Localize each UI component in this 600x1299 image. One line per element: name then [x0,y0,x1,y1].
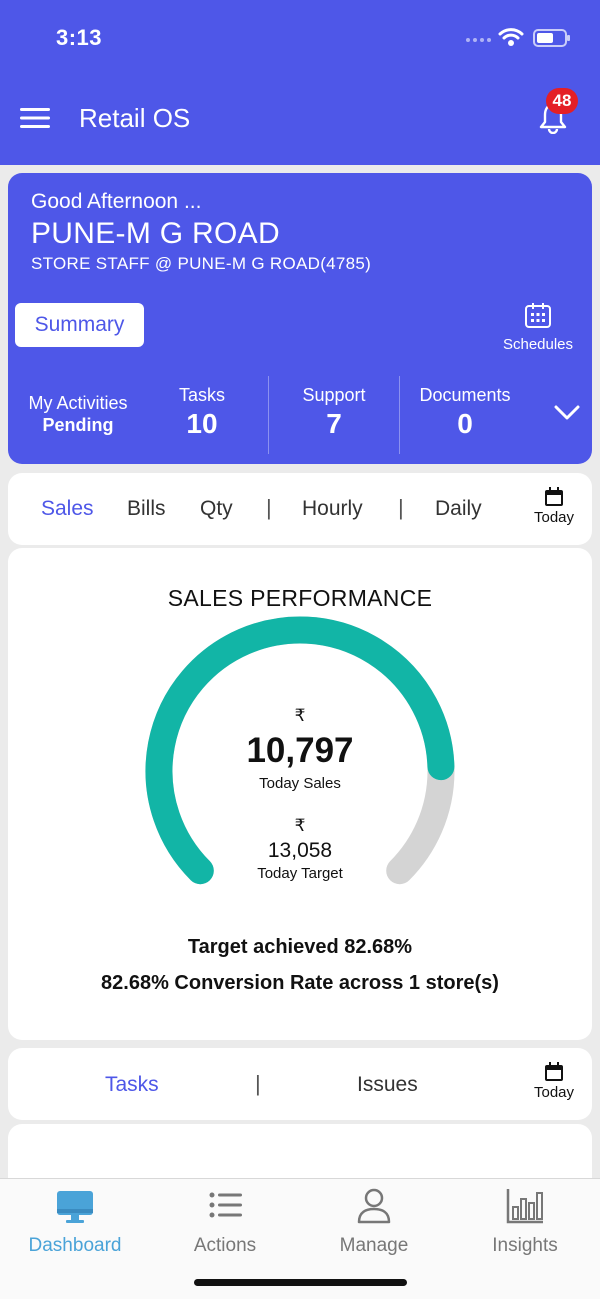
home-indicator [194,1279,407,1286]
tab-hourly[interactable]: Hourly [302,497,363,520]
conversion-rate-text: 82.68% Conversion Rate across 1 store(s) [101,972,499,994]
nav-actions[interactable]: Actions [165,1187,285,1257]
rupee-symbol: ₹ [294,816,306,835]
stat-value: 7 [326,408,342,439]
tab-separator: | [255,1071,261,1096]
activities-status: Pending [42,415,114,435]
bottom-nav: Dashboard Actions Manage Insights [0,1178,600,1299]
nav-label: Insights [492,1235,558,1256]
battery-icon [533,29,570,47]
store-card: Good Afternoon ... PUNE-M G ROAD STORE S… [8,173,592,464]
stat-tasks[interactable]: Tasks 10 [148,385,256,440]
monitor-icon [57,1191,93,1223]
date-picker-button[interactable]: Today [529,487,579,526]
tasks-issues-bar: Tasks | Issues Today [8,1048,592,1120]
nav-insights[interactable]: Insights [465,1187,585,1257]
tab-separator: | [398,495,404,520]
today-target-value: 13,058 [267,839,333,862]
my-activities: My Activities Pending [17,392,139,436]
calendar-icon [545,1062,563,1081]
rupee-symbol: ₹ [294,706,306,725]
calendar-icon [545,487,563,506]
chevron-down-icon[interactable] [554,405,580,421]
divider [268,376,269,454]
gauge-progress [145,616,455,885]
date-label: Today [533,1084,575,1101]
stat-support[interactable]: Support 7 [278,385,390,440]
app-header: 3:13 Retail OS 48 [0,0,600,165]
nav-label: Dashboard [28,1235,122,1256]
nav-label: Actions [193,1235,257,1256]
tab-separator: | [266,495,272,520]
date-picker-button[interactable]: Today [529,1062,579,1101]
signal-icon [466,38,491,42]
wifi-icon [498,28,524,46]
bar-chart-icon [506,1189,543,1224]
calendar-grid-icon [525,303,551,328]
metric-filter-bar: Sales Bills Qty | Hourly | Daily Today [8,473,592,545]
summary-button[interactable]: Summary [15,303,144,347]
divider [399,376,400,454]
sales-performance-card: SALES PERFORMANCE ₹ 10,797 Today Sales ₹… [8,548,592,1040]
performance-title: SALES PERFORMANCE [167,585,433,611]
stat-value: 0 [457,408,473,439]
schedules-label: Schedules [502,336,574,353]
stat-label: Support [302,385,366,405]
app-title: Retail OS [79,103,191,133]
store-name: PUNE-M G ROAD [31,217,280,250]
hamburger-icon[interactable] [20,106,50,130]
my-activities-label: My Activities [28,393,128,413]
target-achieved-text: Target achieved 82.68% [187,936,413,958]
today-sales-value: 10,797 [246,731,354,770]
stat-documents[interactable]: Documents 0 [404,385,526,440]
tab-issues[interactable]: Issues [357,1073,418,1096]
stat-label: Tasks [178,385,225,405]
schedules-button[interactable]: Schedules [496,303,580,353]
stat-value: 10 [186,408,218,439]
nav-label: Manage [339,1235,409,1256]
sales-gauge [145,616,455,885]
status-time: 3:13 [56,25,103,50]
user-icon [357,1188,391,1224]
list-icon [209,1192,242,1218]
tab-bills[interactable]: Bills [127,497,166,520]
greeting-text: Good Afternoon ... [31,190,202,213]
date-label: Today [533,509,575,526]
today-sales-label: Today Sales [259,775,341,792]
nav-manage[interactable]: Manage [314,1187,434,1257]
tab-daily[interactable]: Daily [435,497,482,520]
nav-dashboard[interactable]: Dashboard [15,1187,135,1257]
tab-sales[interactable]: Sales [41,497,94,520]
notification-count-badge: 48 [546,88,578,114]
store-role: STORE STAFF @ PUNE-M G ROAD(4785) [31,254,372,273]
today-target-label: Today Target [257,865,343,882]
stat-label: Documents [419,385,511,405]
tab-qty[interactable]: Qty [200,497,233,520]
tab-tasks[interactable]: Tasks [105,1073,159,1096]
